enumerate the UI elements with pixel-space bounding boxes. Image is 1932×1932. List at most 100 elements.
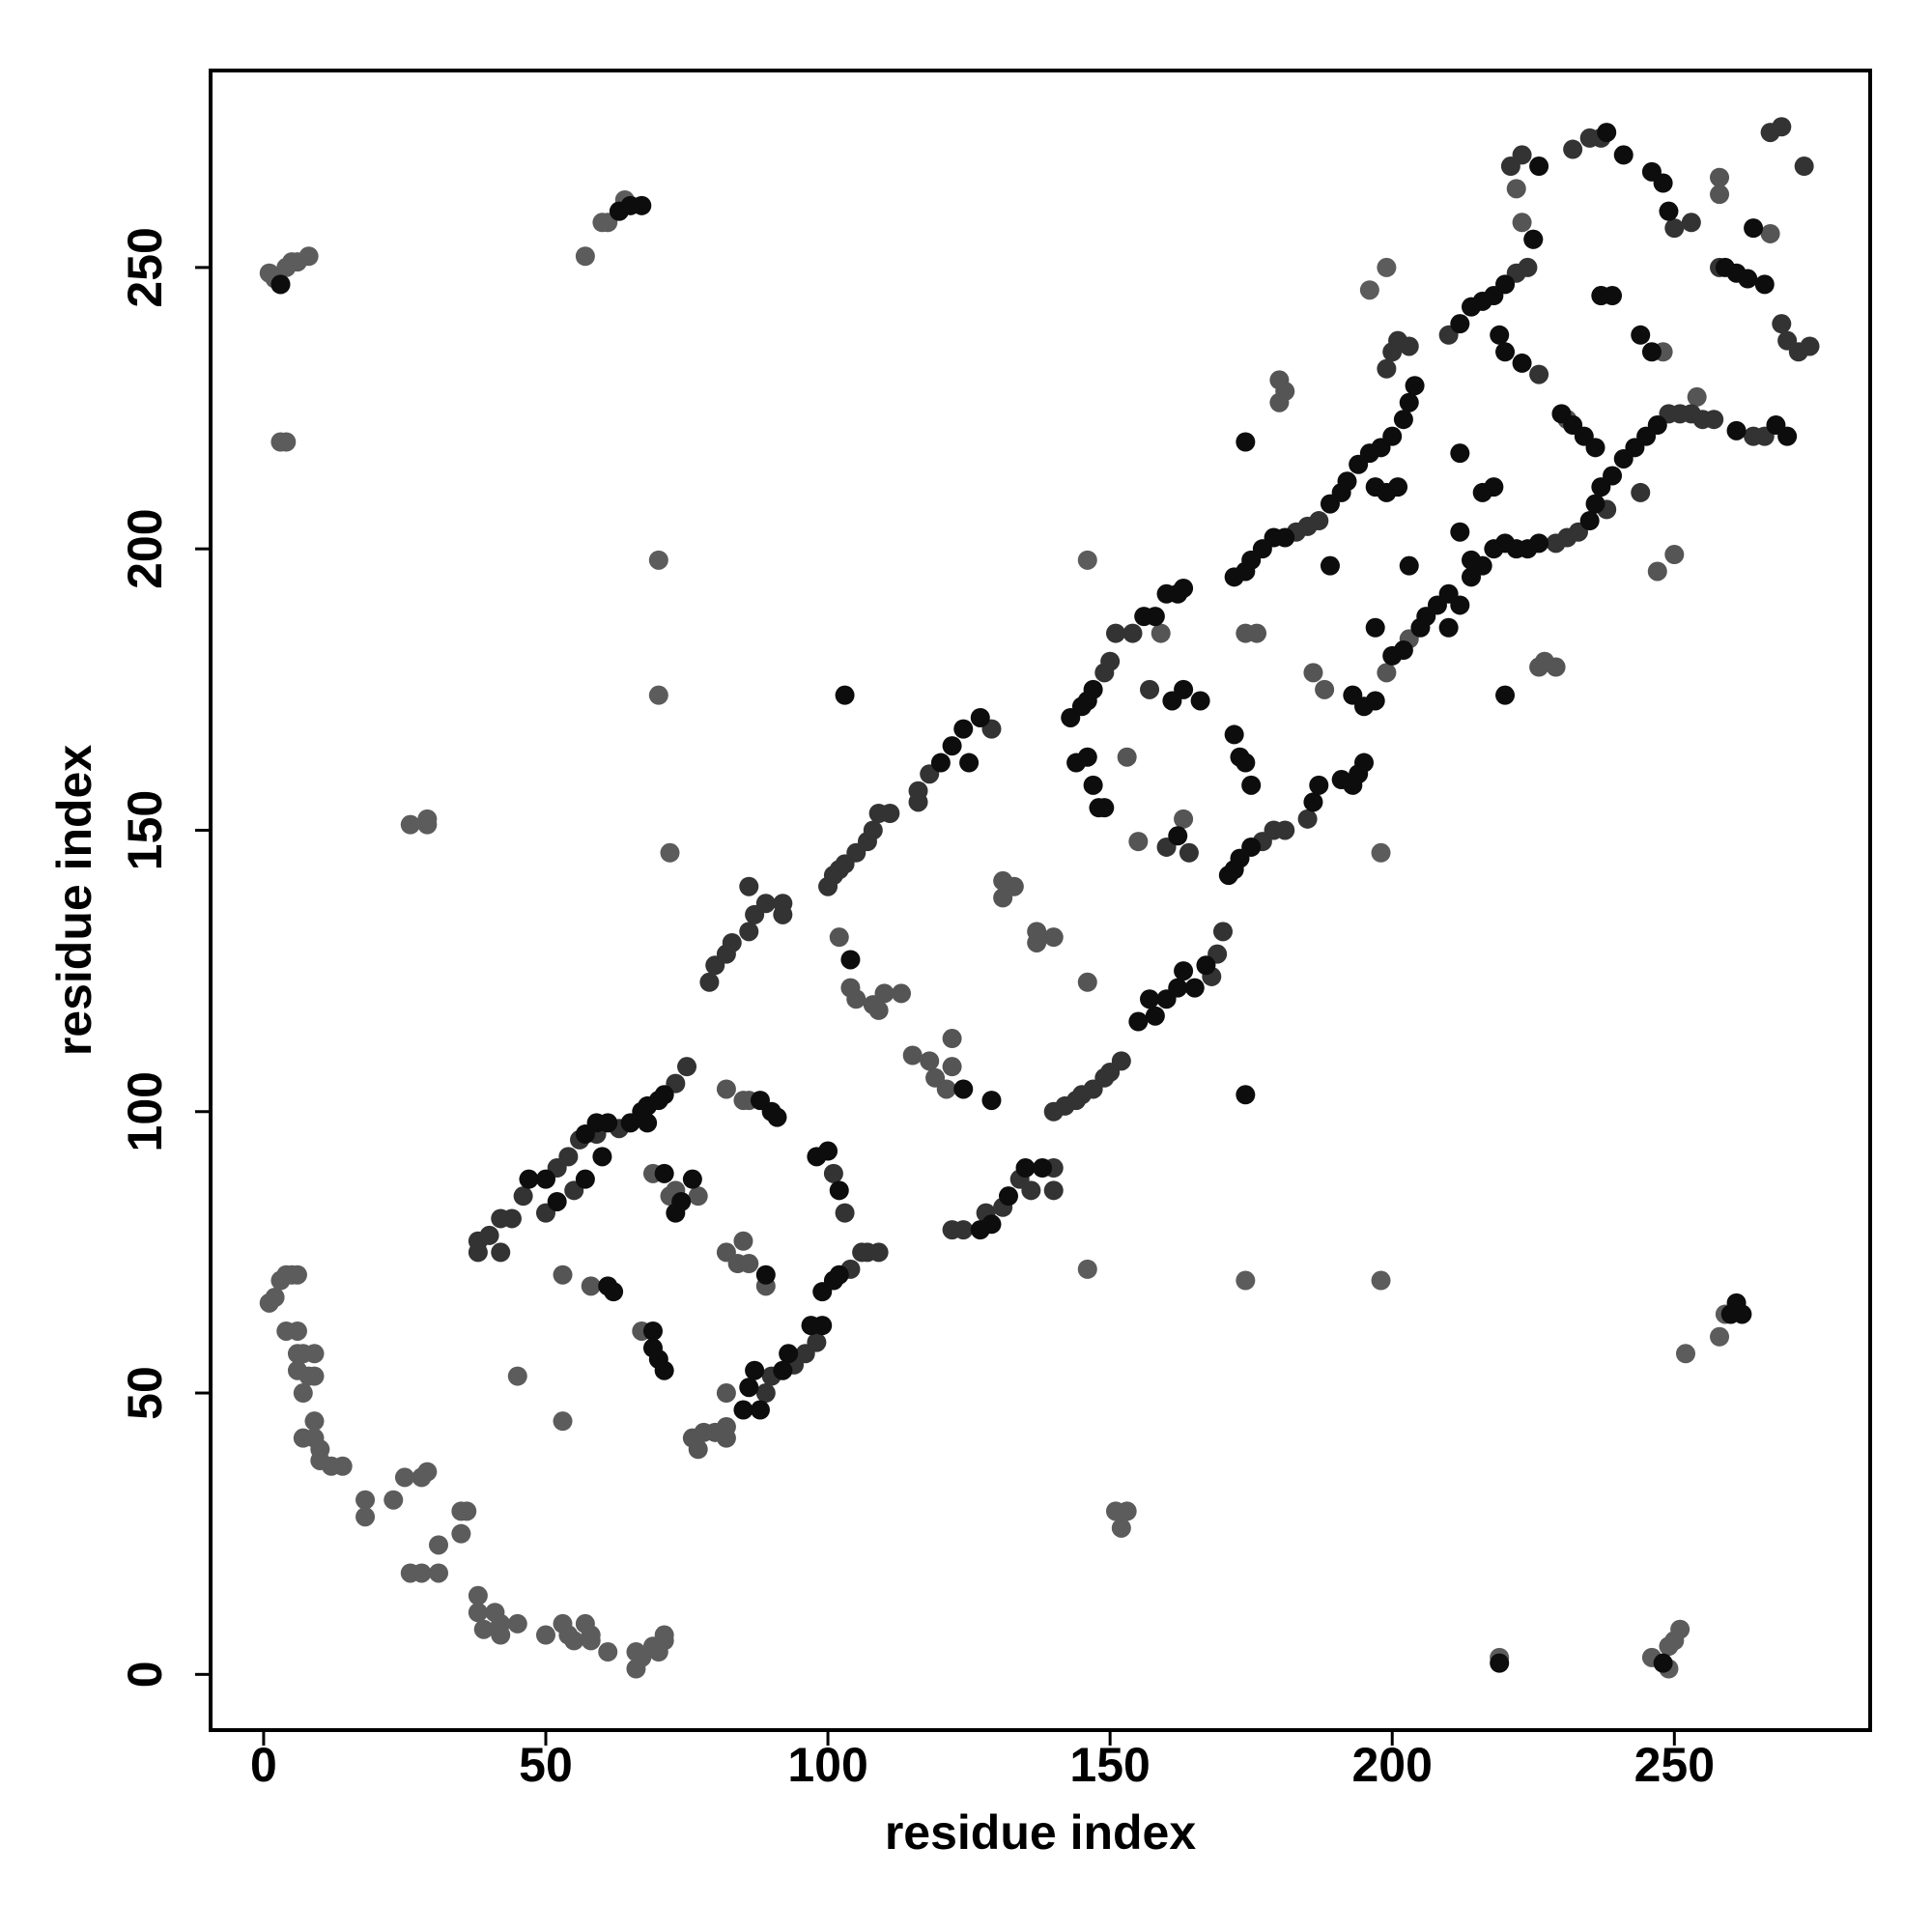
point xyxy=(1490,325,1510,345)
point xyxy=(592,1147,612,1167)
point xyxy=(1315,679,1335,699)
point xyxy=(298,246,319,267)
point xyxy=(953,719,974,739)
point xyxy=(1647,561,1667,582)
point xyxy=(1077,972,1097,992)
point xyxy=(468,1603,488,1623)
point xyxy=(1585,494,1605,514)
point xyxy=(1512,353,1532,373)
point xyxy=(1122,623,1143,643)
point xyxy=(1777,426,1798,446)
point xyxy=(1529,156,1549,177)
point xyxy=(739,922,759,942)
point xyxy=(1495,342,1516,362)
point xyxy=(1168,978,1188,998)
point xyxy=(1754,274,1775,295)
y-tick-label: 150 xyxy=(118,790,172,870)
point xyxy=(1613,145,1634,165)
point xyxy=(930,753,951,773)
point xyxy=(1111,1518,1131,1538)
point xyxy=(716,1383,736,1404)
point xyxy=(1297,809,1318,829)
point xyxy=(920,1051,940,1071)
point xyxy=(604,1282,624,1302)
point xyxy=(1174,679,1194,699)
point xyxy=(1670,1619,1690,1639)
point xyxy=(1371,842,1391,863)
point xyxy=(818,1141,838,1161)
point xyxy=(428,1535,448,1555)
point xyxy=(868,1000,889,1020)
point xyxy=(981,1214,1002,1235)
point xyxy=(276,432,297,452)
point xyxy=(666,1203,686,1223)
point xyxy=(304,1411,325,1432)
point xyxy=(1111,1051,1131,1071)
point xyxy=(1450,595,1470,615)
point xyxy=(1772,314,1792,334)
point xyxy=(287,1321,307,1341)
point xyxy=(1145,1006,1165,1026)
point xyxy=(739,876,759,896)
point xyxy=(755,894,776,914)
point xyxy=(1309,511,1329,531)
point xyxy=(739,1378,759,1398)
point xyxy=(908,792,928,812)
point xyxy=(733,1400,753,1420)
point xyxy=(812,1316,833,1336)
point xyxy=(750,1400,770,1420)
point xyxy=(1377,257,1397,277)
point xyxy=(1043,927,1064,948)
point xyxy=(473,1619,494,1639)
point xyxy=(1664,218,1685,239)
point xyxy=(1241,837,1262,857)
point xyxy=(1472,555,1492,576)
point xyxy=(1275,382,1295,402)
point xyxy=(507,1366,527,1386)
point xyxy=(1303,663,1323,683)
point xyxy=(412,1563,432,1583)
point xyxy=(1512,145,1532,165)
point xyxy=(846,989,867,1009)
point xyxy=(660,842,680,863)
point xyxy=(716,1416,736,1436)
point xyxy=(688,1186,708,1207)
point xyxy=(1275,527,1295,548)
point xyxy=(1140,989,1160,1009)
point xyxy=(1653,1653,1673,1673)
point xyxy=(868,1242,889,1263)
point xyxy=(981,1091,1002,1111)
point xyxy=(654,1085,674,1105)
point xyxy=(1174,809,1194,829)
point xyxy=(1377,663,1397,683)
point xyxy=(1506,179,1526,199)
point xyxy=(1393,410,1413,430)
x-tick-label: 250 xyxy=(1634,1738,1715,1792)
point xyxy=(953,1079,974,1099)
point xyxy=(1236,432,1256,452)
point xyxy=(547,1191,567,1211)
point xyxy=(1631,482,1651,502)
point xyxy=(755,1264,776,1285)
point xyxy=(1241,775,1262,795)
point xyxy=(468,1585,488,1605)
point xyxy=(1472,482,1492,502)
point xyxy=(1236,1270,1256,1291)
point xyxy=(1664,545,1685,565)
point xyxy=(970,707,990,727)
point xyxy=(959,753,980,773)
point xyxy=(417,814,438,835)
point xyxy=(1744,218,1764,239)
point xyxy=(468,1242,488,1263)
point xyxy=(1043,1180,1064,1201)
point xyxy=(648,550,668,570)
point xyxy=(733,1231,753,1251)
point xyxy=(417,1462,438,1482)
point xyxy=(632,195,652,215)
point xyxy=(902,1045,923,1065)
point xyxy=(1490,1653,1510,1673)
point xyxy=(553,1264,573,1285)
point xyxy=(699,972,720,992)
point xyxy=(575,246,595,267)
point xyxy=(1529,364,1549,384)
